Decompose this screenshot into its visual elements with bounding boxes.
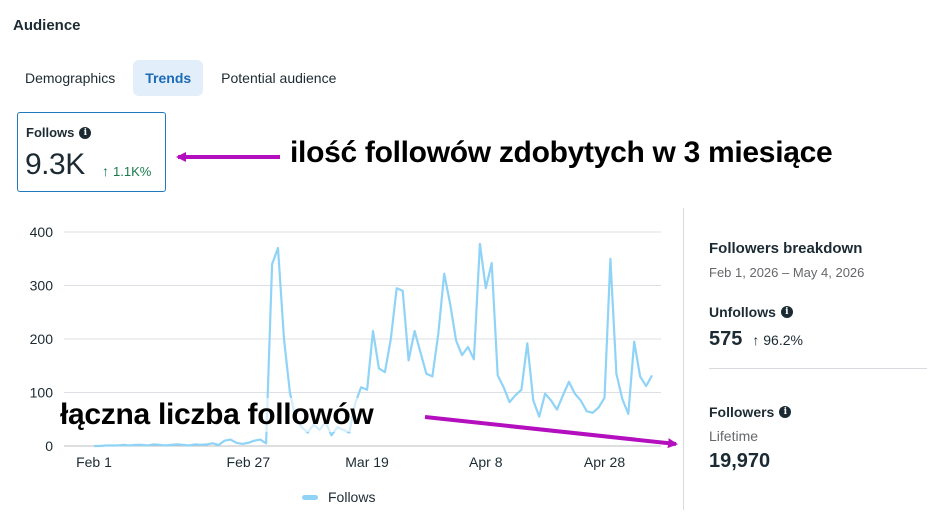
arrow-up-icon: ↑ xyxy=(752,332,764,348)
tab-potential-audience[interactable]: Potential audience xyxy=(221,70,337,86)
follows-delta: ↑ 1.1K% xyxy=(102,163,151,179)
x-tick-label: Feb 27 xyxy=(227,454,271,470)
follows-label: Follows i xyxy=(26,125,92,140)
tab-demographics[interactable]: Demographics xyxy=(25,70,116,86)
followers-label-text: Followers xyxy=(709,404,775,420)
followers-block: Followers i Lifetime 19,970 xyxy=(709,404,792,473)
followers-value: 19,970 xyxy=(709,450,771,472)
tab-bar: Demographics Trends Potential audience xyxy=(13,60,348,96)
legend-swatch xyxy=(302,495,318,500)
x-tick-label: Feb 1 xyxy=(76,454,112,470)
y-tick-label: 200 xyxy=(30,331,54,347)
breakdown-divider xyxy=(709,368,927,369)
y-tick-label: 0 xyxy=(45,438,53,454)
section-title: Audience xyxy=(13,17,81,34)
unfollows-value: 575 xyxy=(709,328,743,350)
tab-trends[interactable]: Trends xyxy=(133,60,204,96)
legend-label: Follows xyxy=(328,489,375,505)
breakdown-title: Followers breakdown xyxy=(709,240,863,257)
breakdown-date-range: Feb 1, 2026 – May 4, 2026 xyxy=(709,265,865,280)
y-tick-label: 400 xyxy=(30,224,54,240)
arrow-up-icon: ↑ xyxy=(102,163,109,179)
unfollows-delta: ↑ 96.2% xyxy=(752,332,803,348)
x-tick-label: Apr 8 xyxy=(469,454,503,470)
follows-line-chart: 400 300 200 100 0 Feb 1 Feb 27 Mar 19 Apr 8 Apr 2… xyxy=(30,224,661,505)
follows-label-text: Follows xyxy=(26,125,75,140)
unfollows-delta-text: 96.2% xyxy=(763,332,803,348)
followers-label: Followers i xyxy=(709,404,792,420)
annotation-top: ilość followów zdobytych w 3 miesiące xyxy=(290,136,833,169)
unfollows-block: Unfollows i 575 ↑ 96.2% xyxy=(709,304,803,351)
info-icon[interactable]: i xyxy=(79,126,92,139)
x-tick-label: Mar 19 xyxy=(345,454,389,470)
y-tick-label: 100 xyxy=(30,385,54,401)
followers-breakdown: Followers breakdown Feb 1, 2026 – May 4,… xyxy=(709,240,929,280)
follows-metric-card[interactable]: Follows i 9.3K ↑ 1.1K% xyxy=(17,112,166,192)
x-tick-label: Apr 28 xyxy=(584,454,625,470)
followers-sublabel: Lifetime xyxy=(709,428,759,444)
info-icon[interactable]: i xyxy=(779,406,792,418)
unfollows-label: Unfollows i xyxy=(709,304,803,320)
unfollows-value-row: 575 ↑ 96.2% xyxy=(709,328,803,351)
unfollows-label-text: Unfollows xyxy=(709,304,776,320)
follows-value: 9.3K xyxy=(25,148,85,181)
follows-delta-text: 1.1K% xyxy=(113,163,152,179)
panel-divider xyxy=(683,208,684,510)
info-icon[interactable]: i xyxy=(780,306,793,318)
annotation-bottom: łączna liczba followów xyxy=(60,398,374,432)
y-tick-label: 300 xyxy=(30,278,54,294)
series-line-follows[interactable] xyxy=(94,242,653,448)
